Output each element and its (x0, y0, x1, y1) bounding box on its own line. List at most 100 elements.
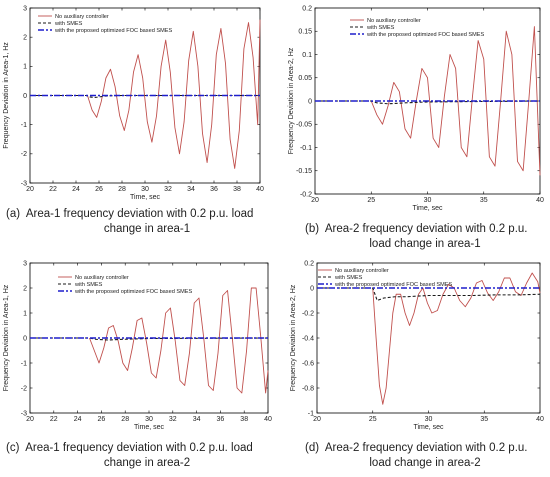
chart-panel-a: 20 22 24 26 28 30 32 34 36 38 40 -3 -2 -1 0 1 2 3 Time, se… (0, 0, 275, 255)
y-tick-label: -3 (21, 410, 27, 417)
y-tick-label: -2 (21, 151, 27, 158)
y-tick-label: -0.05 (296, 122, 312, 129)
caption-c: (c) Area-1 frequency deviation with 0.2 … (6, 441, 268, 471)
series-line-smes (30, 337, 269, 341)
legend-entry: No auxiliary controller (55, 14, 109, 20)
y-tick-label: 0.2 (302, 5, 312, 12)
chart-c-svg: 20 22 24 26 28 30 32 34 36 38 40 -3 -2 -1 0 1 2 3 Time, se… (3, 260, 272, 431)
x-tick-label: 25 (369, 416, 377, 423)
x-tick-label: 38 (233, 186, 241, 193)
y-tick-label: -1 (21, 360, 27, 367)
caption-d-label: (d) (305, 442, 320, 454)
caption-a-line1: Area-1 frequency deviation with 0.2 p.u.… (25, 208, 254, 220)
caption-c-line2: change in area-2 (103, 457, 191, 469)
y-tick-label: -0.15 (296, 168, 312, 175)
legend-entry: No auxiliary controller (335, 268, 389, 274)
legend-entry: with SMES (334, 275, 363, 281)
chart-panel-c: 20 22 24 26 28 30 32 34 36 38 40 -3 -2 -1 0 1 2 3 Time, se… (0, 255, 275, 477)
x-tick-label: 38 (240, 416, 248, 423)
y-tick-label: 0 (308, 98, 312, 105)
y-tick-label: -0.8 (302, 385, 314, 392)
caption-a-line2: change in area-1 (103, 223, 191, 235)
x-tick-label: 36 (210, 186, 218, 193)
legend-entry: with SMES (366, 25, 395, 31)
x-tick-label: 26 (95, 186, 103, 193)
caption-d: (d) Area-2 frequency deviation with 0.2 … (305, 441, 545, 471)
x-tick-label: 40 (536, 197, 544, 204)
x-tick-label: 30 (424, 197, 432, 204)
legend-entry: with the proposed optimized FOC based SM… (334, 282, 452, 288)
caption-b-label: (b) (305, 223, 320, 235)
x-tick-label: 32 (164, 186, 172, 193)
x-tick-label: 25 (367, 197, 375, 204)
caption-c-line1: Area-1 frequency deviation with 0.2 p.u.… (25, 442, 253, 454)
y-tick-label: 3 (23, 5, 27, 12)
series-line-no-aux (372, 272, 541, 405)
x-tick-label: 26 (98, 416, 106, 423)
y-tick-label: -0.4 (302, 335, 314, 342)
y-tick-label: -2 (21, 385, 27, 392)
series-line-no-aux (370, 26, 541, 176)
chart-d-svg: 20 25 30 35 40 -1 -0.8 -0.6 -0.4 -0.2 0 0.2 Time, se… (290, 260, 544, 431)
legend-entry: with the proposed optimized FOC based SM… (74, 289, 192, 295)
x-tick-label: 24 (74, 416, 82, 423)
x-tick-label: 20 (313, 416, 321, 423)
y-tick-label: 0.1 (302, 52, 312, 59)
y-tick-label: 1 (23, 310, 27, 317)
x-tick-label: 34 (193, 416, 201, 423)
x-tick-label: 24 (72, 186, 80, 193)
caption-b: (b) Area-2 frequency deviation with 0.2 … (305, 222, 545, 252)
y-tick-label: 0.2 (304, 260, 314, 267)
y-tick-label: -3 (21, 180, 27, 187)
legend-entry: with SMES (74, 282, 103, 288)
x-tick-label: 40 (536, 416, 544, 423)
legend-entry: with SMES (54, 21, 83, 27)
legend-entry: No auxiliary controller (75, 275, 129, 281)
legend-entry: No auxiliary controller (367, 18, 421, 24)
series-line-no-aux (89, 287, 269, 394)
x-tick-label: 20 (311, 197, 319, 204)
y-tick-label: -1 (21, 122, 27, 129)
y-tick-label: 0.05 (298, 75, 312, 82)
x-tick-label: 32 (169, 416, 177, 423)
x-tick-label: 30 (141, 186, 149, 193)
x-tick-label: 28 (118, 186, 126, 193)
caption-d-line2: load change in area-2 (369, 457, 481, 469)
x-axis-label: Time, sec (413, 424, 444, 431)
x-tick-label: 30 (425, 416, 433, 423)
caption-a-label: (a) (6, 208, 21, 220)
chart-panel-b: 20 25 30 35 40 -0.2 -0.15 -0.1 -0.05 0 0.05 0.1 0.15… (275, 0, 550, 255)
x-tick-label: 22 (50, 416, 58, 423)
y-tick-label: -0.1 (300, 145, 312, 152)
chart-panel-d: 20 25 30 35 40 -1 -0.8 -0.6 -0.4 -0.2 0 0.2 Time, se… (275, 255, 550, 477)
x-axis-label: Time, sec (134, 424, 165, 431)
caption-b-line2: load change in area-1 (369, 238, 481, 250)
y-tick-label: -0.2 (302, 310, 314, 317)
y-tick-label: 1 (23, 64, 27, 71)
x-tick-label: 40 (256, 186, 264, 193)
y-tick-label: 2 (23, 285, 27, 292)
x-tick-label: 40 (264, 416, 272, 423)
y-tick-label: 0 (23, 93, 27, 100)
legend-entry: with the proposed optimized FOC based SM… (366, 32, 484, 38)
caption-b-line1: Area-2 frequency deviation with 0.2 p.u. (324, 223, 528, 235)
y-tick-label: 3 (23, 260, 27, 267)
series-line-no-aux (87, 19, 261, 169)
x-tick-label: 35 (480, 197, 488, 204)
legend-entry: with the proposed optimized FOC based SM… (54, 28, 172, 34)
caption-a: (a) Area-1 frequency deviation with 0.2 … (6, 207, 268, 237)
caption-d-line1: Area-2 frequency deviation with 0.2 p.u. (324, 442, 528, 454)
x-tick-label: 28 (121, 416, 129, 423)
series-line-smes (317, 287, 541, 302)
x-tick-label: 20 (26, 416, 34, 423)
y-tick-label: -1 (308, 410, 314, 417)
y-tick-label: -0.2 (300, 191, 312, 198)
y-axis-label: Frequency Deviation in Area-2, Hz (290, 284, 297, 391)
y-tick-label: 0 (23, 335, 27, 342)
y-tick-label: 0 (310, 285, 314, 292)
y-tick-label: -0.6 (302, 360, 314, 367)
x-tick-label: 20 (26, 186, 34, 193)
y-tick-label: 0.15 (298, 29, 312, 36)
y-tick-label: 2 (23, 35, 27, 42)
x-axis-label: Time, sec (130, 194, 161, 200)
